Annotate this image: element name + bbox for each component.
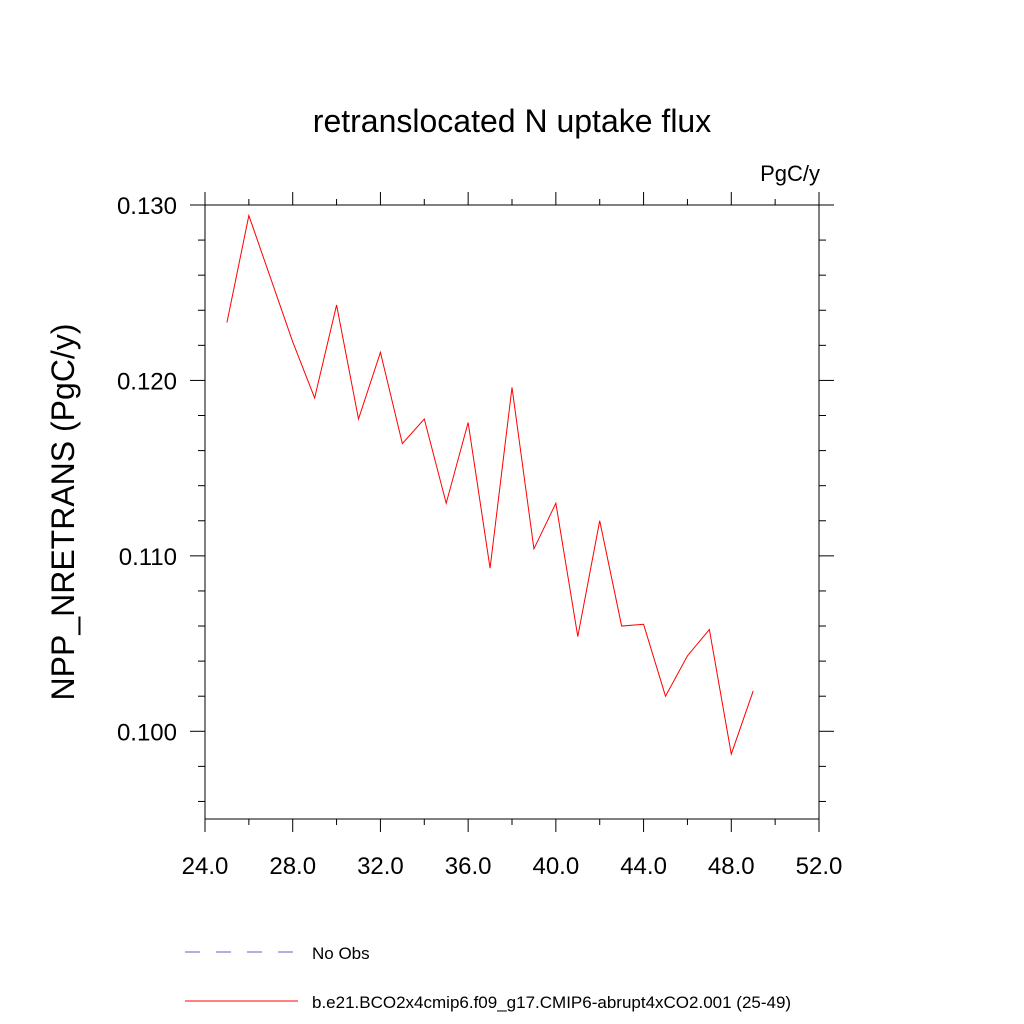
y-tick-label: 0.120: [117, 368, 177, 395]
x-tick-label: 28.0: [269, 853, 316, 880]
x-tick-label: 44.0: [620, 853, 667, 880]
x-tick-label: 32.0: [357, 853, 404, 880]
series-line: [226, 213, 754, 757]
y-tick-label: 0.100: [117, 719, 177, 746]
y-axis-ticks: 0.100 0.110 0.120 0.130: [117, 193, 834, 802]
x-tick-label: 48.0: [708, 853, 755, 880]
x-tick-label: 52.0: [796, 853, 843, 880]
x-tick-label: 24.0: [182, 853, 229, 880]
chart-title: retranslocated N uptake flux: [313, 103, 711, 139]
y-tick-label: 0.110: [119, 544, 177, 571]
legend-label: No Obs: [312, 944, 370, 963]
y-tick-label: 0.130: [117, 193, 177, 220]
x-tick-label: 40.0: [532, 853, 579, 880]
x-axis-ticks: 24.0 28.0 32.0 36.0 40.0 44.0 48.0 52.0: [182, 192, 843, 880]
units-label: PgC/y: [760, 161, 820, 186]
series-layer: [226, 213, 754, 757]
legend: No Obs b.e21.BCO2x4cmip6.f09_g17.CMIP6-ab…: [185, 944, 791, 1012]
x-tick-label: 36.0: [445, 853, 492, 880]
y-axis-label: NPP_NRETRANS (PgC/y): [45, 324, 81, 701]
legend-label: b.e21.BCO2x4cmip6.f09_g17.CMIP6-abrupt4x…: [312, 993, 791, 1012]
